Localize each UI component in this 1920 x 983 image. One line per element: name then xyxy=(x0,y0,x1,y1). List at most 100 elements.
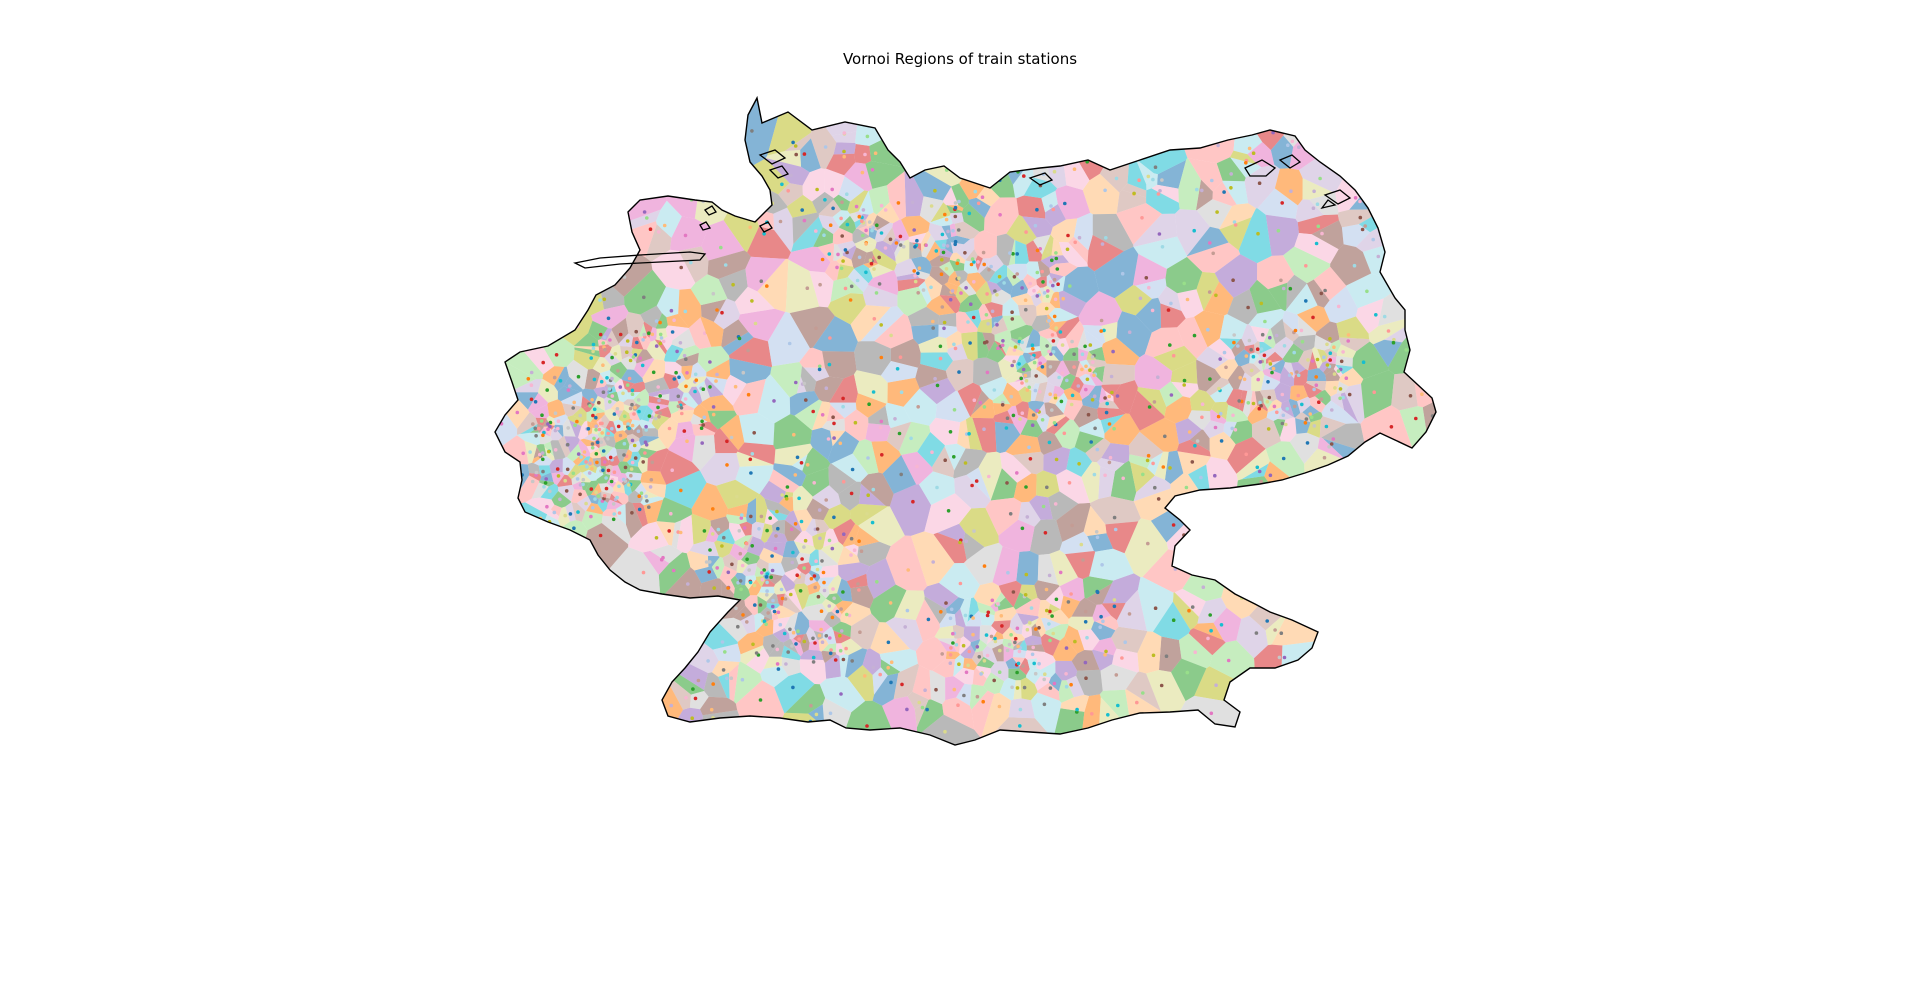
voronoi-cell xyxy=(1391,372,1418,411)
voronoi-cell xyxy=(826,153,856,176)
station-point xyxy=(633,405,637,410)
voronoi-cell xyxy=(1092,637,1117,656)
voronoi-cell xyxy=(721,319,749,348)
voronoi-cell xyxy=(785,510,803,532)
voronoi-cell xyxy=(1082,173,1120,215)
voronoi-cell xyxy=(586,502,604,515)
station-point xyxy=(861,208,866,212)
voronoi-cell xyxy=(1092,604,1111,622)
station-point xyxy=(1151,177,1155,182)
station-point xyxy=(515,410,520,415)
voronoi-cell xyxy=(928,222,949,241)
station-point xyxy=(782,631,787,636)
station-point xyxy=(1010,310,1014,315)
station-point xyxy=(1238,375,1242,380)
voronoi-cell xyxy=(562,457,576,476)
voronoi-cell xyxy=(1029,495,1053,520)
station-point xyxy=(1316,224,1321,229)
station-point xyxy=(1242,377,1247,382)
station-point xyxy=(794,380,798,385)
voronoi-cell xyxy=(1309,396,1326,413)
voronoi-cell xyxy=(855,98,938,146)
station-point xyxy=(948,653,953,657)
station-point xyxy=(898,243,903,247)
station-point xyxy=(1266,427,1271,431)
station-point xyxy=(857,255,862,260)
station-point xyxy=(1168,466,1172,470)
voronoi-cell xyxy=(973,582,1002,607)
voronoi-cell xyxy=(810,427,833,460)
voronoi-cell xyxy=(638,456,648,474)
station-point xyxy=(775,662,780,666)
station-point xyxy=(1257,469,1262,474)
station-point xyxy=(778,622,783,627)
voronoi-cell xyxy=(831,453,869,482)
station-point xyxy=(1060,371,1065,375)
voronoi-cell xyxy=(678,288,702,328)
voronoi-cell xyxy=(1214,359,1239,380)
station-point xyxy=(1030,356,1034,360)
station-point xyxy=(1016,661,1021,666)
station-point xyxy=(720,544,724,548)
voronoi-cell xyxy=(640,437,667,452)
voronoi-cell xyxy=(734,286,775,315)
station-point xyxy=(1325,342,1329,347)
voronoi-cell xyxy=(979,266,996,282)
station-point xyxy=(1103,396,1107,400)
station-point xyxy=(813,641,817,645)
voronoi-cell xyxy=(854,242,877,253)
voronoi-cell xyxy=(738,308,786,342)
voronoi-cell xyxy=(538,465,551,477)
station-point xyxy=(883,246,888,250)
station-point xyxy=(1258,360,1263,364)
station-point xyxy=(1353,196,1358,200)
station-point xyxy=(1338,396,1342,401)
voronoi-cell xyxy=(740,614,756,634)
voronoi-cell xyxy=(785,259,820,314)
station-point xyxy=(740,513,744,517)
voronoi-cell xyxy=(868,270,899,296)
station-point xyxy=(950,289,955,293)
voronoi-cell xyxy=(597,498,608,513)
station-point xyxy=(1055,267,1060,271)
voronoi-cell xyxy=(527,392,549,413)
voronoi-cell xyxy=(833,518,856,546)
voronoi-cell xyxy=(1092,213,1134,252)
station-point xyxy=(1338,387,1343,391)
station-point xyxy=(1090,355,1095,359)
voronoi-cell xyxy=(700,316,724,347)
voronoi-cell xyxy=(989,264,1008,284)
station-point xyxy=(820,413,825,417)
station-point xyxy=(1200,188,1204,193)
station-point xyxy=(1152,400,1157,404)
station-point xyxy=(1254,631,1259,635)
station-point xyxy=(1051,283,1055,288)
voronoi-cell xyxy=(946,330,962,349)
station-point xyxy=(647,505,651,510)
voronoi-cell xyxy=(781,657,801,676)
station-point xyxy=(528,450,532,454)
station-point xyxy=(642,295,646,300)
station-point xyxy=(1120,656,1124,660)
voronoi-cell xyxy=(857,236,877,245)
voronoi-cell xyxy=(1116,311,1152,358)
station-point xyxy=(1116,703,1120,708)
station-point xyxy=(642,210,647,214)
voronoi-cell xyxy=(1238,372,1252,391)
voronoi-cell xyxy=(850,613,880,650)
station-point xyxy=(857,214,862,219)
station-point xyxy=(1352,263,1357,268)
voronoi-cell xyxy=(1039,335,1053,352)
voronoi-cell xyxy=(818,549,838,567)
voronoi-cell xyxy=(1214,254,1258,298)
station-point xyxy=(669,703,674,708)
station-point xyxy=(903,625,907,629)
station-point xyxy=(941,250,946,255)
station-point xyxy=(683,397,688,401)
station-point xyxy=(996,602,1000,606)
voronoi-cell xyxy=(971,690,995,739)
voronoi-cell xyxy=(1135,278,1167,299)
station-point xyxy=(1054,457,1059,462)
station-point xyxy=(867,220,872,224)
voronoi-cell xyxy=(914,700,929,728)
